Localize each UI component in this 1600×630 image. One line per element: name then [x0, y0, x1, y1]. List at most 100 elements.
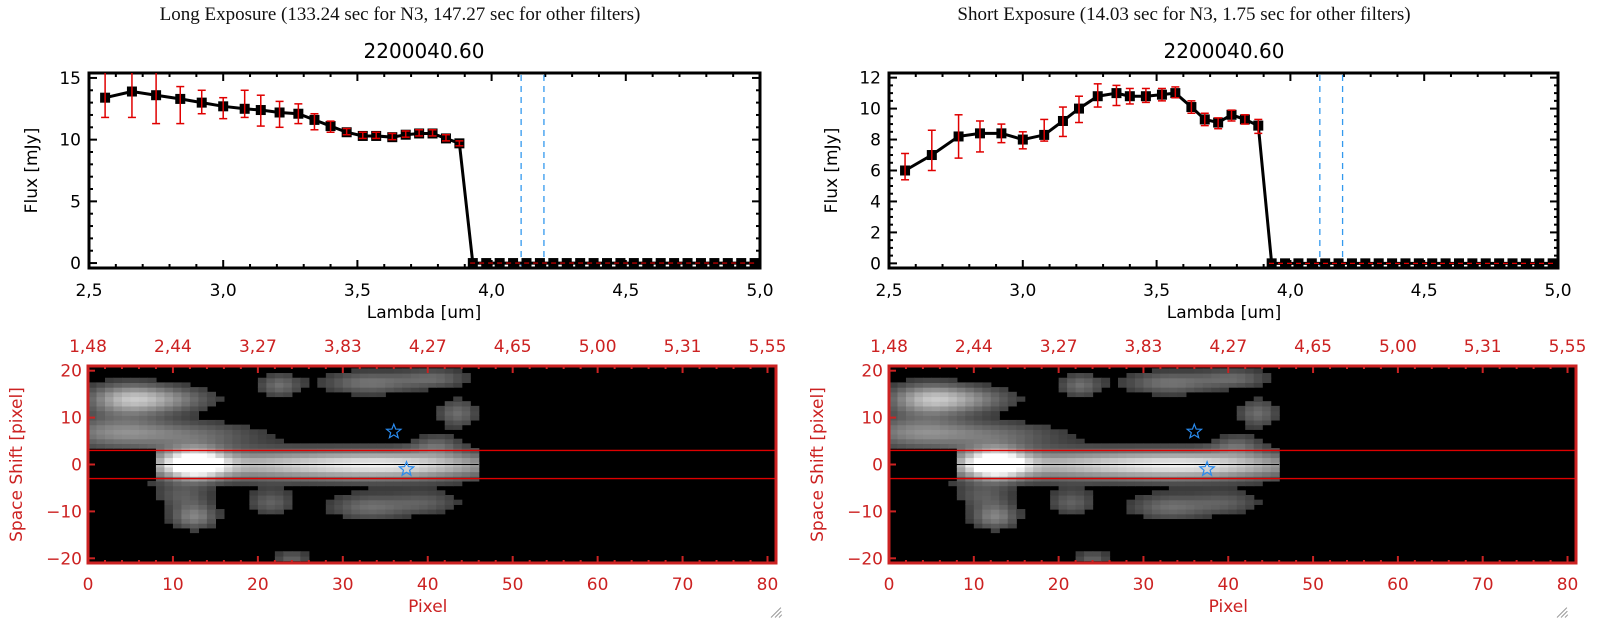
image-pixel: [1262, 405, 1272, 412]
image-pixel: [164, 387, 174, 393]
image-pixel: [215, 509, 225, 515]
image-pixel: [147, 434, 157, 440]
image-pixel: [956, 471, 966, 477]
image-pixel: [1016, 471, 1026, 477]
image-pixel: [257, 499, 267, 505]
image-pixel: [274, 382, 284, 388]
image-pixel: [965, 509, 975, 515]
top-wavelength-label: 5,00: [1379, 337, 1417, 357]
image-pixel: [368, 452, 378, 459]
image-pixel: [189, 396, 200, 402]
image-pixel: [1262, 415, 1272, 421]
image-pixel: [351, 494, 361, 501]
image-pixel: [402, 457, 412, 463]
image-pixel: [1253, 438, 1263, 444]
image-pixel: [973, 438, 983, 444]
image-pixel: [1109, 471, 1119, 477]
image-pixel: [1160, 368, 1170, 374]
image-pixel: [1126, 452, 1136, 459]
image-pixel: [1058, 485, 1068, 491]
top-wavelength-label: 3,83: [324, 337, 362, 357]
image-pixel: [410, 480, 420, 487]
image-pixel: [1177, 471, 1187, 477]
image-pixel: [905, 424, 916, 430]
image-pixel: [274, 373, 284, 379]
image-pixel: [965, 424, 975, 430]
image-pixel: [1219, 494, 1229, 501]
image-pixel: [385, 471, 395, 477]
image-pixel: [1236, 373, 1246, 379]
image-pixel: [283, 382, 293, 388]
image-pixel: [999, 443, 1009, 449]
image-pixel: [334, 382, 344, 388]
image-pixel: [274, 443, 284, 449]
image-pixel: [393, 504, 403, 510]
image-pixel: [172, 494, 183, 501]
image-pixel: [402, 387, 412, 393]
y-tick-label: 0: [870, 254, 881, 274]
image-pixel: [1194, 504, 1204, 510]
image-pixel: [444, 424, 454, 430]
image-pixel: [138, 387, 149, 393]
image-pixel: [1168, 377, 1178, 384]
image-pixel: [419, 480, 429, 487]
image-pixel: [1168, 494, 1178, 501]
image-pixel: [317, 471, 327, 477]
image-pixel: [1168, 509, 1178, 515]
image-pixel: [1134, 452, 1145, 459]
image-pixel: [897, 424, 907, 430]
image-pixel: [965, 387, 975, 393]
image-pixel: [973, 434, 983, 440]
spatial-image-panel-short: 0 10 20 30 40 50 60 70 801,48 2,44 3,27 3,83 4,27 4,6…: [808, 337, 1586, 617]
image-pixel: [342, 480, 352, 487]
image-pixel: [982, 415, 992, 421]
image-pixel: [470, 405, 480, 412]
image-pixel: [1262, 377, 1272, 384]
image-pixel: [410, 452, 420, 459]
image-pixel: [325, 471, 335, 477]
image-pixel: [189, 415, 200, 421]
image-pixel: [1202, 452, 1212, 459]
image-pixel: [1024, 438, 1034, 444]
y-tick-label: 12: [859, 69, 881, 89]
image-pixel: [965, 429, 975, 435]
image-pixel: [939, 410, 949, 416]
image-pixel: [1075, 490, 1085, 496]
image-pixel: [1185, 471, 1195, 477]
image-pixel: [393, 494, 403, 501]
image-pixel: [889, 424, 899, 430]
image-pixel: [965, 513, 975, 520]
image-pixel: [172, 429, 183, 435]
top-wavelength-label: 1,48: [870, 337, 908, 357]
image-pixel: [914, 377, 924, 384]
image-pixel: [351, 443, 361, 449]
image-pixel: [113, 401, 123, 407]
resize-grip-left[interactable]: [770, 606, 783, 618]
image-pixel: [999, 518, 1009, 524]
resize-grip-right[interactable]: [1556, 606, 1569, 618]
image-pixel: [939, 424, 949, 430]
image-pixel: [1084, 373, 1094, 379]
image-pixel: [138, 377, 149, 384]
image-pixel: [897, 443, 907, 449]
image-pixel: [88, 419, 98, 426]
image-pixel: [1185, 499, 1195, 505]
image-pixel: [206, 419, 217, 426]
image-pixel: [1236, 490, 1246, 496]
image-pixel: [948, 429, 958, 435]
image-pixel: [419, 490, 429, 496]
image-pixel: [1084, 555, 1094, 562]
image-pixel: [257, 429, 267, 435]
image-pixel: [266, 443, 276, 449]
image-pixel: [155, 434, 166, 440]
image-pixel: [419, 457, 429, 463]
image-pixel: [956, 424, 966, 430]
image-pixel: [948, 443, 958, 449]
image-pixel: [1151, 471, 1162, 477]
image-pixel: [419, 471, 429, 477]
image-pixel: [1067, 485, 1077, 491]
image-pixel: [88, 429, 98, 435]
top-wavelength-label: 2,44: [955, 337, 993, 357]
image-pixel: [402, 513, 412, 520]
